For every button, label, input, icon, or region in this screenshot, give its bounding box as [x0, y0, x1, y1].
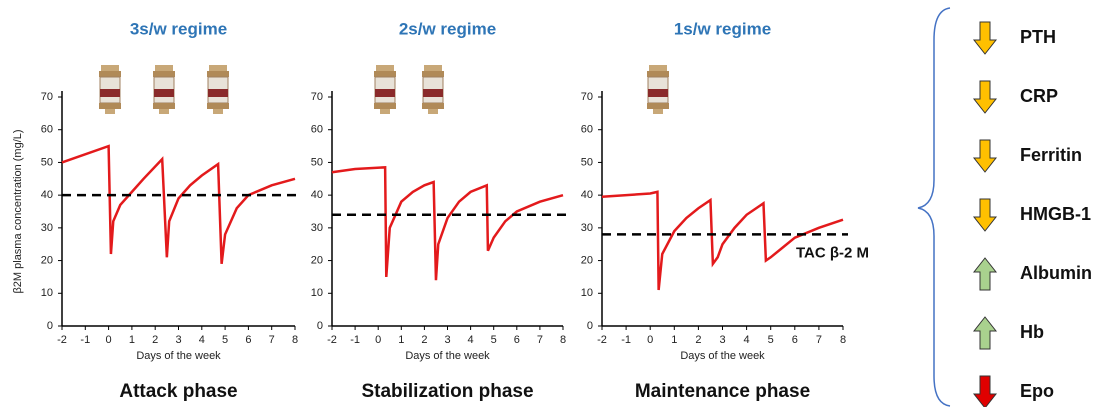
y-tick-label: 20 [581, 254, 593, 266]
x-tick-label: 8 [292, 334, 298, 346]
marker-arrow [972, 316, 998, 350]
x-tick-label: 7 [269, 334, 275, 346]
x-tick-label: 3 [444, 334, 450, 346]
x-tick-label: 5 [222, 334, 228, 346]
marker-label: HMGB-1 [1020, 204, 1091, 224]
x-tick-label: 3 [175, 334, 181, 346]
y-tick-label: 70 [41, 91, 53, 103]
filter-icon [98, 64, 122, 115]
marker-label: Ferritin [1020, 145, 1082, 165]
x-tick-label: 8 [560, 334, 566, 346]
y-tick-label: 10 [41, 287, 53, 299]
x-tick-label: -2 [57, 334, 67, 346]
data-line [331, 166, 564, 281]
x-tick-label: 1 [129, 334, 135, 346]
filter-icon [646, 64, 670, 115]
x-tick-label: -2 [327, 334, 337, 346]
x-tick-label: 0 [375, 334, 381, 346]
y-tick-label: 40 [311, 189, 323, 201]
x-tick-label: 5 [768, 334, 774, 346]
x-tick-label: 4 [468, 334, 474, 346]
x-tick-label: 4 [744, 334, 750, 346]
x-tick-label: -1 [80, 334, 90, 346]
y-tick-label: 10 [581, 287, 593, 299]
y-tick-label: 20 [311, 254, 323, 266]
chart-title: 2s/w regime [399, 19, 496, 38]
x-tick-label: -1 [621, 334, 631, 346]
x-tick-label: 4 [199, 334, 205, 346]
y-tick-label: 20 [41, 254, 53, 266]
y-axis-label: β2M plasma concentration (mg/L) [12, 129, 24, 293]
chart-title: 1s/w regime [674, 19, 771, 38]
y-tick-label: 0 [317, 320, 323, 332]
y-tick-label: 30 [581, 222, 593, 234]
x-axis-label: Days of the week [136, 350, 221, 362]
y-tick-label: 60 [311, 124, 323, 136]
filter-icon [421, 64, 445, 115]
marker-arrow [972, 198, 998, 232]
y-tick-label: 40 [581, 189, 593, 201]
x-tick-label: 2 [421, 334, 427, 346]
marker-label: Epo [1020, 381, 1054, 401]
data-line [601, 190, 844, 291]
x-axis-label: Days of the week [405, 350, 490, 362]
x-tick-label: 6 [245, 334, 251, 346]
x-tick-label: 7 [816, 334, 822, 346]
x-tick-label: 2 [695, 334, 701, 346]
annotation: TAC β-2 M [796, 244, 869, 261]
filter-icons [98, 64, 670, 115]
y-tick-label: 0 [587, 320, 593, 332]
marker-arrow [972, 257, 998, 291]
marker-label: Albumin [1020, 263, 1092, 283]
y-tick-label: 70 [311, 91, 323, 103]
chart-title: 3s/w regime [130, 19, 227, 38]
x-tick-label: -2 [597, 334, 607, 346]
x-tick-label: 0 [106, 334, 112, 346]
marker-label: CRP [1020, 86, 1058, 106]
x-tick-label: 1 [398, 334, 404, 346]
y-tick-label: 0 [47, 320, 53, 332]
x-tick-label: 0 [647, 334, 653, 346]
marker-arrow [972, 375, 998, 409]
x-tick-label: 8 [840, 334, 846, 346]
filter-icon [206, 64, 230, 115]
marker-label: Hb [1020, 322, 1044, 342]
x-axis-label: Days of the week [680, 350, 765, 362]
brace [917, 7, 951, 407]
marker-arrow [972, 80, 998, 114]
y-tick-label: 50 [41, 156, 53, 168]
filter-icon [152, 64, 176, 115]
marker-arrow [972, 21, 998, 55]
y-tick-label: 70 [581, 91, 593, 103]
x-tick-label: 5 [491, 334, 497, 346]
marker-label: PTH [1020, 27, 1056, 47]
phase-caption: Stabilization phase [361, 381, 533, 402]
x-tick-label: 6 [792, 334, 798, 346]
x-tick-label: 3 [719, 334, 725, 346]
phase-caption: Attack phase [119, 381, 237, 402]
phase-caption: Maintenance phase [635, 381, 810, 402]
y-tick-label: 50 [311, 156, 323, 168]
x-tick-label: 6 [514, 334, 520, 346]
y-tick-label: 30 [311, 222, 323, 234]
x-tick-label: 2 [152, 334, 158, 346]
y-tick-label: 50 [581, 156, 593, 168]
y-tick-label: 10 [311, 287, 323, 299]
y-tick-label: 40 [41, 189, 53, 201]
data-line [61, 144, 296, 264]
filter-icon [373, 64, 397, 115]
x-tick-label: 7 [537, 334, 543, 346]
marker-arrow [972, 139, 998, 173]
x-tick-label: -1 [350, 334, 360, 346]
y-tick-label: 60 [581, 124, 593, 136]
y-tick-label: 30 [41, 222, 53, 234]
y-tick-label: 60 [41, 124, 53, 136]
x-tick-label: 1 [671, 334, 677, 346]
